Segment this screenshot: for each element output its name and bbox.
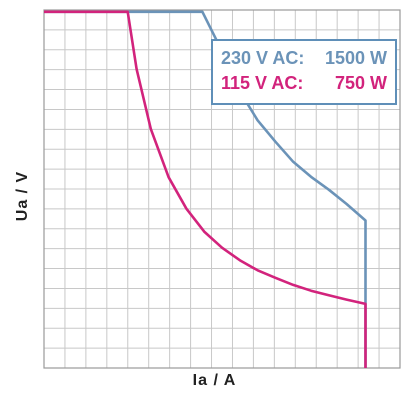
legend-label-230v: 230 V AC: <box>221 48 305 68</box>
x-axis-label: Ia / A <box>192 372 237 389</box>
legend-power-230v: 1500 W <box>324 48 387 68</box>
series-line-115v <box>44 10 367 368</box>
legend-label-115v: 115 V AC: <box>221 73 304 93</box>
legend-power-115v: 750 W <box>334 73 387 93</box>
plot-frame <box>43 9 401 369</box>
y-axis-label: Ua / V <box>14 170 31 222</box>
legend: 230 V AC: 1500 W 115 V AC: 750 W <box>211 39 397 105</box>
legend-entry-115v: 115 V AC: 750 W <box>221 71 387 96</box>
legend-entry-230v: 230 V AC: 1500 W <box>221 46 387 71</box>
